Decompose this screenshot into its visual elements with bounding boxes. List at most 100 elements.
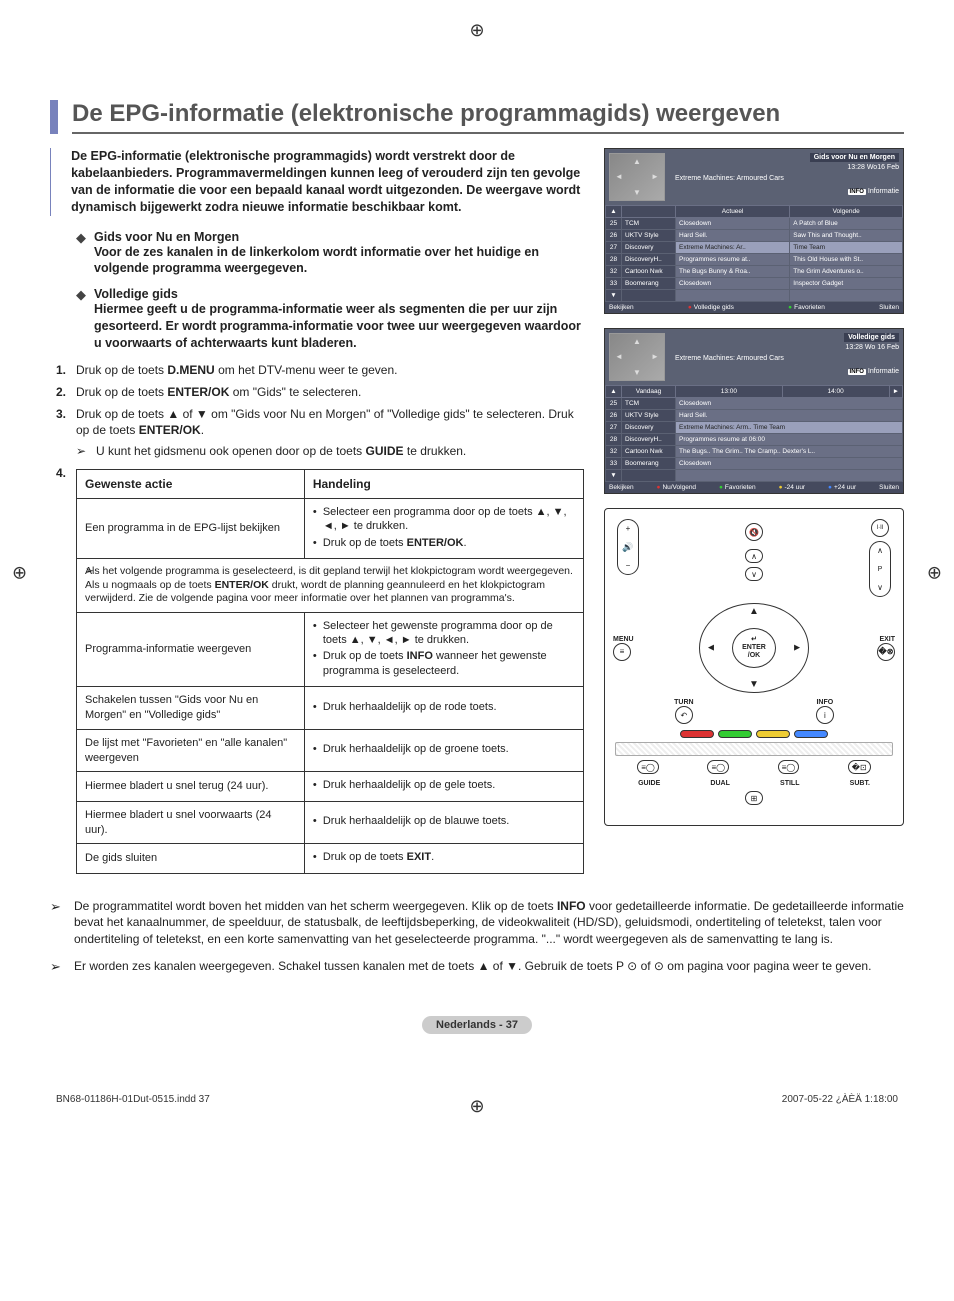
- table-note-row: ➢Als het volgende programma is geselecte…: [77, 558, 584, 612]
- still-label: STILL: [780, 780, 799, 787]
- color-buttons: [613, 730, 895, 738]
- crop-mark-left: ⊕: [12, 562, 27, 583]
- info-button: i: [816, 706, 834, 724]
- epg-footer: Bekijken Nu/Volgend Favorieten -24 uur +…: [605, 482, 903, 493]
- handling-item: Druk op de toets EXIT.: [313, 850, 575, 864]
- handling-item: Druk herhaaldelijk op de groene toets.: [313, 742, 575, 756]
- menu-button: ≡: [613, 643, 631, 661]
- epg-col-header: Vandaag: [622, 386, 676, 398]
- hatched-area: [615, 742, 893, 756]
- epg-screenshot-full-guide: ▲◄►▼ Volledige gids 13:28 Wo 16 Feb Extr…: [604, 328, 904, 494]
- intro-accent: [50, 148, 51, 216]
- crop-mark-top: ⊕: [469, 20, 484, 41]
- extra-button: ⊞: [745, 791, 763, 805]
- handling-cell: Druk herhaaldelijk op de gele toets.: [304, 772, 583, 801]
- green-button: [718, 730, 752, 738]
- epg-col-header: 13:00: [676, 386, 783, 398]
- feature-head: Gids voor Nu en Morgen: [94, 230, 584, 244]
- bullet-diamond-icon: ◆: [76, 230, 86, 278]
- epg-screenshot-now-next: ▲◄►▼ Gids voor Nu en Morgen 13:28 Wo16 F…: [604, 148, 904, 314]
- handling-cell: Druk op de toets EXIT.: [304, 844, 583, 873]
- step-number: 1.: [56, 362, 76, 378]
- handling-item: Druk op de toets ENTER/OK.: [313, 536, 575, 550]
- bullet-diamond-icon: ◆: [76, 287, 86, 352]
- page-title: De EPG-informatie (elektronische program…: [72, 100, 904, 134]
- feature-list: ◆ Gids voor Nu en Morgen Voor de zes kan…: [76, 230, 584, 352]
- crop-mark-right: ⊕: [927, 562, 942, 583]
- table-row: Hiermee bladert u snel terug (24 uur). D…: [77, 772, 584, 801]
- action-cell: Een programma in de EPG-lijst bekijken: [77, 499, 305, 559]
- action-cell: Hiermee bladert u snel terug (24 uur).: [77, 772, 305, 801]
- handling-cell: Selecteer een programma door op de toets…: [304, 499, 583, 559]
- epg-current-program: Extreme Machines: Armoured Cars: [671, 355, 899, 362]
- handling-item: Druk herhaaldelijk op de rode toets.: [313, 700, 575, 714]
- info-label: INFO: [816, 699, 834, 706]
- table-row: Programma-informatie weergeven Selecteer…: [77, 612, 584, 686]
- doc-footer-left: BN68-01186H-01Dut-0515.indd 37: [56, 1094, 210, 1105]
- epg-grid: ▲Vandaag13:0014:00► 25TCMClosedown26UKTV…: [605, 385, 903, 482]
- handling-cell: Druk herhaaldelijk op de blauwe toets.: [304, 801, 583, 844]
- table-note: Als het volgende programma is geselectee…: [85, 565, 573, 604]
- handling-cell: Druk herhaaldelijk op de groene toets.: [304, 729, 583, 772]
- handling-item: Druk op de toets INFO wanneer het gewens…: [313, 649, 575, 678]
- dpad: ▲ ▼ ◄ ► ↵ ENTER /OK: [699, 603, 809, 693]
- epg-rows: 25TCMClosedownA Patch of Blue26UKTV Styl…: [606, 218, 903, 302]
- exit-label: EXIT�⊗: [855, 636, 895, 661]
- down-button: ∨: [745, 567, 763, 581]
- handling-item: Druk herhaaldelijk op de blauwe toets.: [313, 814, 575, 828]
- guide-label: GUIDE: [638, 780, 660, 787]
- return-label: TURN: [674, 699, 693, 706]
- menu-label: MENU≡: [613, 636, 653, 661]
- step-text: Druk op de toets ENTER/OK om "Gids" te s…: [76, 384, 584, 400]
- action-cell: De gids sluiten: [77, 844, 305, 873]
- dpad-down-icon: ▼: [749, 679, 759, 690]
- step-text: Druk op de toets ▲ of ▼ om "Gids voor Nu…: [76, 406, 584, 438]
- handling-item: Selecteer het gewenste programma door op…: [313, 619, 575, 648]
- epg-rows: 25TCMClosedown26UKTV StyleHard Sell.27Di…: [606, 398, 903, 482]
- dual-label: DUAL: [710, 780, 729, 787]
- epg-time: 13:28 Wo 16 Feb: [671, 344, 899, 351]
- remote-control-diagram: +🔊− 🔇 ∧ ∨ I·II ∧P∨: [604, 508, 904, 826]
- mute-icon: 🔇: [745, 523, 763, 541]
- table-row: Hiermee bladert u snel voorwaarts (24 uu…: [77, 801, 584, 844]
- table-row: De lijst met "Favorieten" en "alle kanal…: [77, 729, 584, 772]
- table-row: Schakelen tussen "Gids voor Nu en Morgen…: [77, 687, 584, 730]
- action-cell: De lijst met "Favorieten" en "alle kanal…: [77, 729, 305, 772]
- dpad-left-icon: ◄: [706, 643, 716, 654]
- prev-ch-button: I·II: [871, 519, 889, 537]
- epg-col-header: Actueel: [676, 206, 790, 218]
- table-header: Gewenste actie: [77, 469, 305, 498]
- epg-grid: ▲ActueelVolgende 25TCMClosedownA Patch o…: [605, 205, 903, 302]
- note-arrow-icon: ➢: [50, 958, 74, 976]
- bottom-notes: ➢De programmatitel wordt boven het midde…: [50, 898, 904, 977]
- table-row: Een programma in de EPG-lijst bekijken S…: [77, 499, 584, 559]
- table-row: De gids sluiten Druk op de toets EXIT.: [77, 844, 584, 873]
- dpad-right-icon: ►: [792, 643, 802, 654]
- feature-text: Hiermee geeft u de programma-informatie …: [94, 301, 584, 352]
- title-accent: [50, 100, 58, 134]
- handling-cell: Druk herhaaldelijk op de rode toets.: [304, 687, 583, 730]
- epg-col-header: 14:00: [782, 386, 889, 398]
- feature-head: Volledige gids: [94, 287, 584, 301]
- intro-text: De EPG-informatie (elektronische program…: [71, 148, 584, 216]
- epg-col-header: Volgende: [790, 206, 903, 218]
- still-button: ≡◯: [778, 760, 800, 774]
- step-text: Druk op de toets D.MENU om het DTV-menu …: [76, 362, 584, 378]
- subt-button: �⊡: [848, 760, 871, 774]
- yellow-button: [756, 730, 790, 738]
- red-button: [680, 730, 714, 738]
- epg-preview-thumb: ▲◄►▼: [609, 333, 665, 381]
- note-arrow-icon: ➢: [50, 898, 74, 948]
- dpad-up-icon: ▲: [749, 606, 759, 617]
- handling-item: Selecteer een programma door op de toets…: [313, 505, 575, 534]
- enter-ok-button: ↵ ENTER /OK: [732, 628, 776, 668]
- epg-title: Gids voor Nu en Morgen: [810, 153, 899, 162]
- page-number-badge: Nederlands - 37: [422, 1016, 532, 1034]
- note-text: De programmatitel wordt boven het midden…: [74, 898, 904, 948]
- epg-title: Volledige gids: [844, 333, 899, 342]
- epg-footer: Bekijken Volledige gids Favorieten Sluit…: [605, 302, 903, 313]
- actions-table: Gewenste actie Handeling Een programma i…: [76, 469, 584, 874]
- epg-info-label: INFOInformatie: [671, 188, 899, 195]
- feature-text: Voor de zes kanalen in de linkerkolom wo…: [94, 244, 584, 278]
- step-subtext: U kunt het gidsmenu ook openen door op d…: [96, 443, 466, 459]
